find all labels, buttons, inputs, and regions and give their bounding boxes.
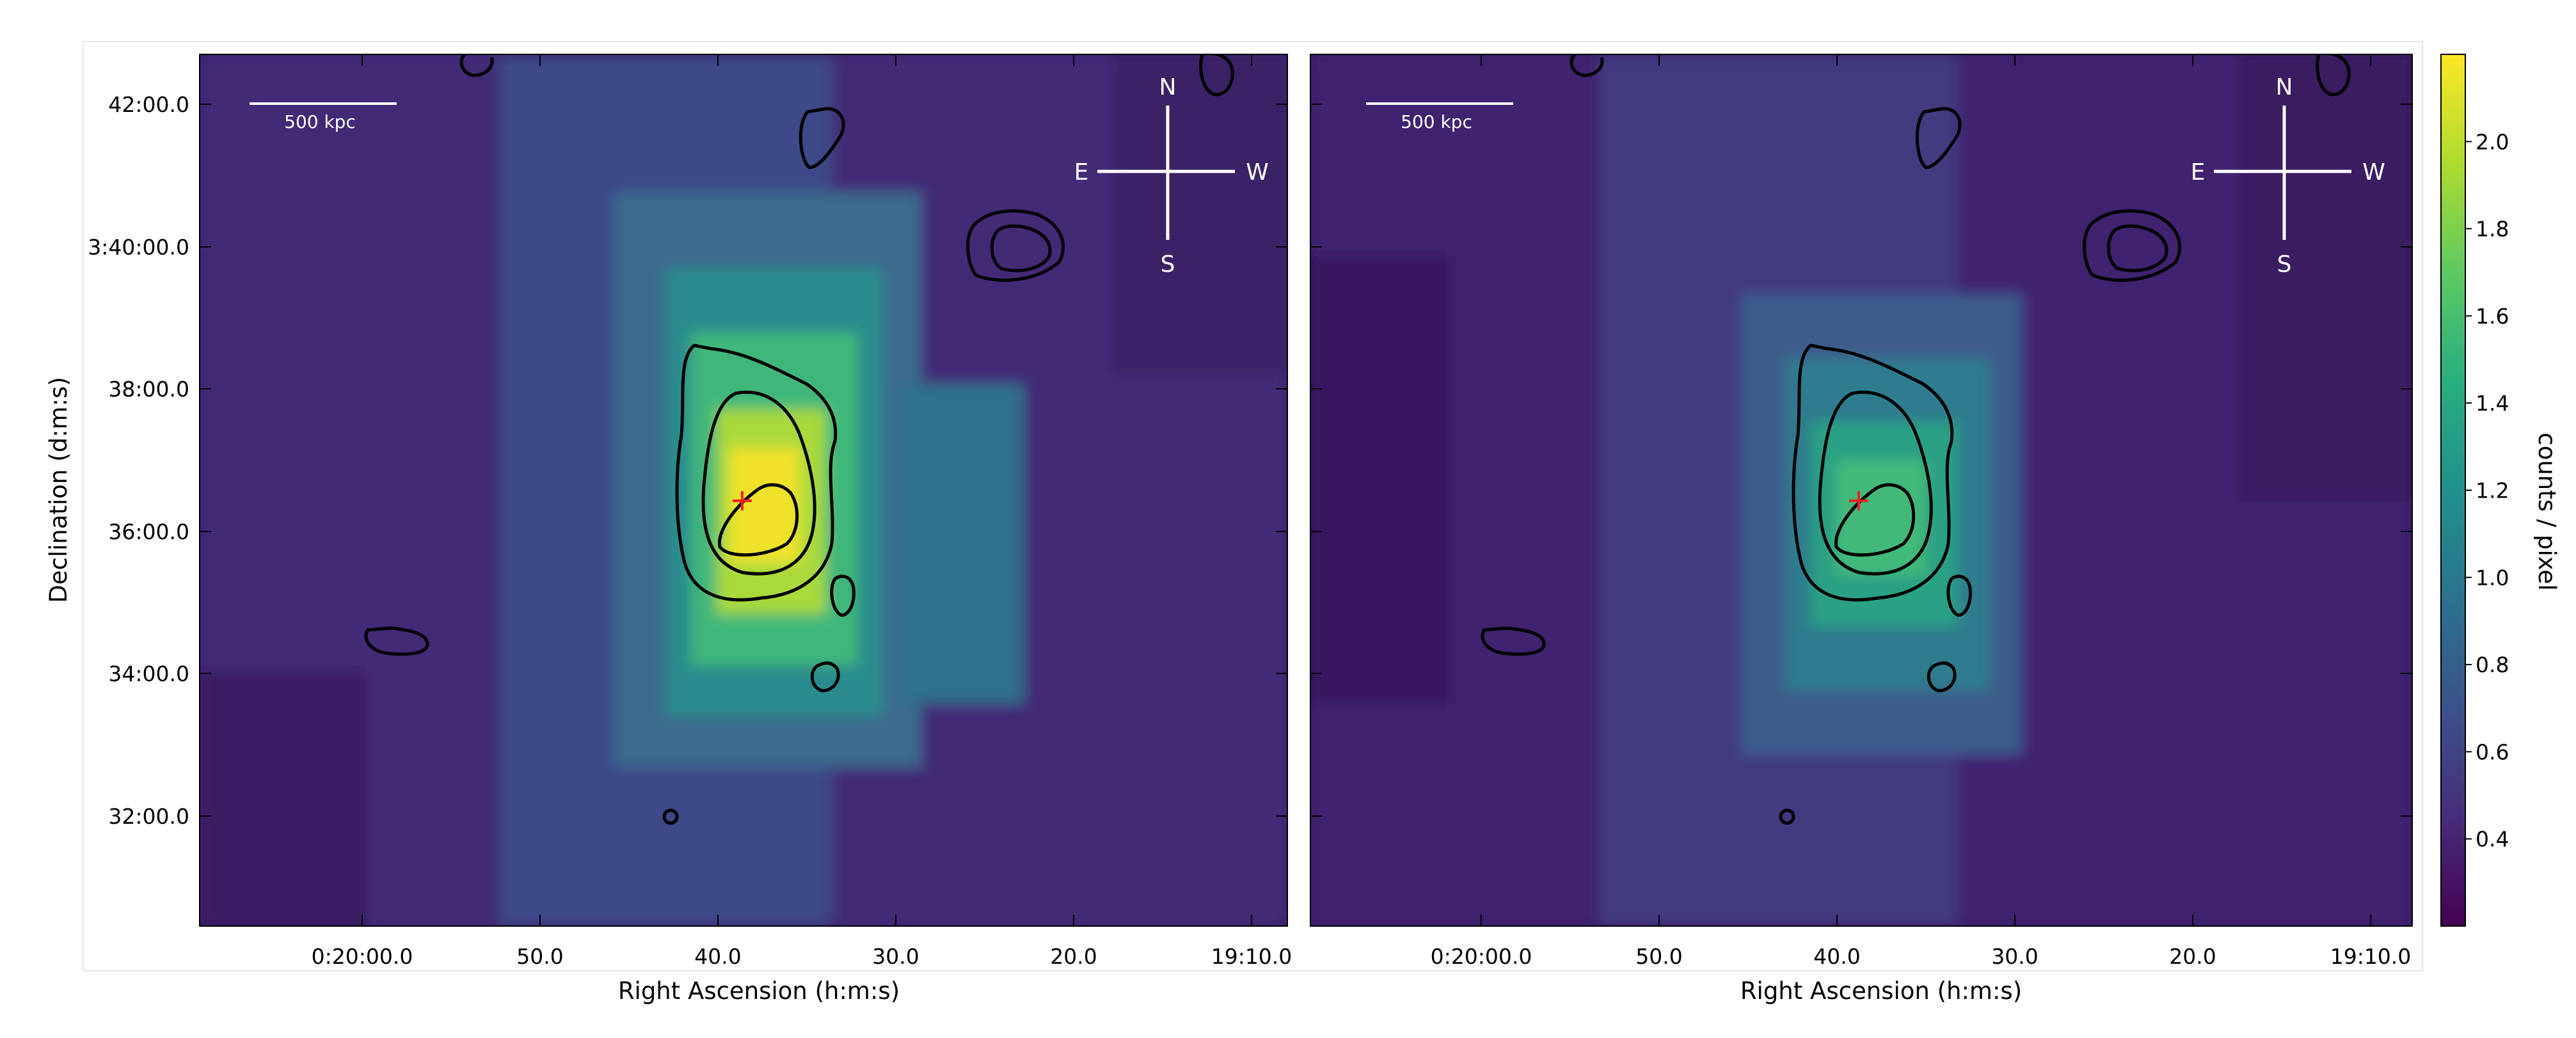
y-tick-label: 36:00.0 xyxy=(108,519,189,544)
x-tick-label: 40.0 xyxy=(694,944,741,969)
colorbar-tick-label: 0.8 xyxy=(2476,652,2509,677)
x-tick-label: 30.0 xyxy=(1991,944,2038,969)
left-compass-e: E xyxy=(1074,159,1089,185)
left-plot-frame xyxy=(199,54,1288,927)
x-tick-label: 19:10.0 xyxy=(1211,944,1292,969)
left-scalebar-label: 500 kpc xyxy=(284,111,356,132)
right-compass: N S E W xyxy=(2191,74,2385,278)
left-heatmap-cells xyxy=(200,54,1287,926)
x-tick-label: 40.0 xyxy=(1813,944,1860,969)
y-axis-label: Declination (d:m:s) xyxy=(45,377,72,603)
right-x-tick-marks xyxy=(1481,54,2371,926)
left-panel: 500 kpc N S E W 42:00.0 3:40:00.0 38:00.… xyxy=(45,54,1292,1005)
left-compass-s: S xyxy=(1161,251,1175,278)
y-tick-label: 3:40:00.0 xyxy=(88,235,189,260)
right-compass-n: N xyxy=(2276,74,2293,100)
right-contours xyxy=(1481,54,2351,825)
right-x-axis-label: Right Ascension (h:m:s) xyxy=(1740,977,2022,1005)
left-scalebar: 500 kpc xyxy=(250,102,397,132)
right-peak-marker xyxy=(1849,491,1868,510)
left-x-ticks: 0:20:00.0 50.0 40.0 30.0 20.0 19:10.0 xyxy=(312,944,1292,969)
right-compass-s: S xyxy=(2277,251,2292,278)
x-tick-label: 0:20:00.0 xyxy=(1431,944,1532,969)
x-tick-label: 0:20:00.0 xyxy=(312,944,413,969)
left-y-ticks: 42:00.0 3:40:00.0 38:00.0 36:00.0 34:00.… xyxy=(88,92,189,829)
colorbar-label: counts / pixel xyxy=(2533,432,2561,590)
y-tick-label: 32:00.0 xyxy=(108,804,189,829)
left-x-tick-marks xyxy=(362,54,1252,926)
left-peak-marker xyxy=(733,491,752,510)
colorbar-tick-label: 0.4 xyxy=(2476,827,2509,852)
colorbar-ticks: 2.0 1.8 1.6 1.4 1.2 1.0 0.8 0.6 0.4 xyxy=(2465,129,2509,852)
x-tick-label: 20.0 xyxy=(2169,944,2216,969)
right-y-tick-marks xyxy=(1310,104,2412,817)
colorbar-tick-label: 1.2 xyxy=(2476,478,2509,503)
x-tick-label: 20.0 xyxy=(1050,944,1097,969)
colorbar-tick-label: 1.0 xyxy=(2476,565,2509,590)
left-y-tick-marks xyxy=(200,104,1287,817)
figure-frame xyxy=(83,41,2423,971)
colorbar-tick-label: 2.0 xyxy=(2476,129,2509,154)
x-tick-label: 50.0 xyxy=(1635,944,1682,969)
colorbar-gradient xyxy=(2440,54,2466,927)
colorbar-tick-label: 1.6 xyxy=(2476,304,2509,329)
right-panel: 500 kpc N S E W 0:20:00.0 xyxy=(1310,54,2413,1005)
x-tick-label: 50.0 xyxy=(516,944,563,969)
x-tick-label: 30.0 xyxy=(872,944,919,969)
colorbar: 2.0 1.8 1.6 1.4 1.2 1.0 0.8 0.6 0.4 counts / pix… xyxy=(2440,54,2561,927)
right-heatmap-cells xyxy=(1310,54,2412,926)
right-compass-e: E xyxy=(2191,159,2206,185)
right-x-ticks: 0:20:00.0 50.0 40.0 30.0 20.0 19:10.0 xyxy=(1431,944,2412,969)
left-compass-w: W xyxy=(1246,159,1269,185)
right-heatmap-image xyxy=(1310,54,2412,926)
colorbar-tick-label: 0.6 xyxy=(2476,739,2509,764)
left-contours xyxy=(364,54,1234,825)
right-scalebar-label: 500 kpc xyxy=(1401,111,1472,132)
right-scalebar: 500 kpc xyxy=(1366,102,1513,132)
right-compass-w: W xyxy=(2362,159,2385,185)
x-tick-label: 19:10.0 xyxy=(2330,944,2412,969)
y-tick-label: 34:00.0 xyxy=(108,661,189,686)
left-compass-n: N xyxy=(1159,74,1177,100)
right-plot-frame xyxy=(1310,54,2413,927)
left-x-axis-label: Right Ascension (h:m:s) xyxy=(618,977,900,1005)
y-tick-label: 38:00.0 xyxy=(108,377,189,402)
y-tick-label: 42:00.0 xyxy=(108,92,189,117)
left-compass: N S E W xyxy=(1074,74,1269,278)
colorbar-tick-label: 1.8 xyxy=(2476,217,2509,242)
left-heatmap-image xyxy=(200,54,1287,926)
colorbar-tick-label: 1.4 xyxy=(2476,391,2509,416)
